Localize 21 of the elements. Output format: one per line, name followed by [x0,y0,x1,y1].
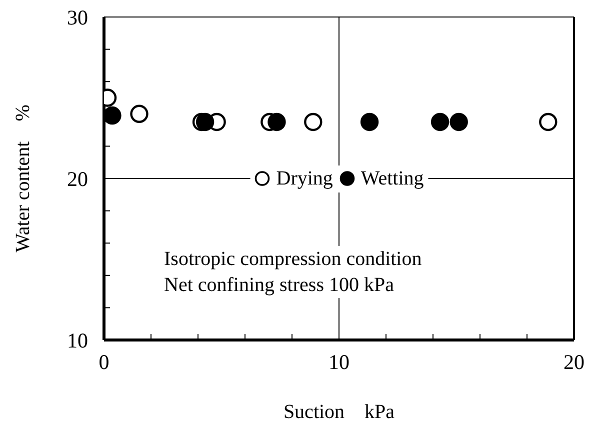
point [430,112,450,132]
legend-label: Drying [276,167,333,190]
y-tick-label: 30 [67,5,88,30]
legend-label: Wetting [360,167,424,190]
point [104,106,122,125]
x-tick-label: 0 [98,350,110,374]
point [304,112,322,132]
annotation: Isotropic compression condition [164,247,422,272]
annotation: Net confining stress 100 kPa [164,273,395,298]
point [196,112,214,132]
point [360,112,379,132]
point [450,112,468,132]
x-tick-label: 10 [328,350,350,374]
x-tick-label: 20 [564,350,584,374]
x-axis-title: Suction kPa [283,401,395,423]
y-tick-label: 20 [67,166,88,191]
y-tick-label: 10 [67,328,88,352]
y-axis-title: Water content % [12,104,34,252]
point [539,112,558,132]
point [130,104,148,123]
point [268,112,286,132]
